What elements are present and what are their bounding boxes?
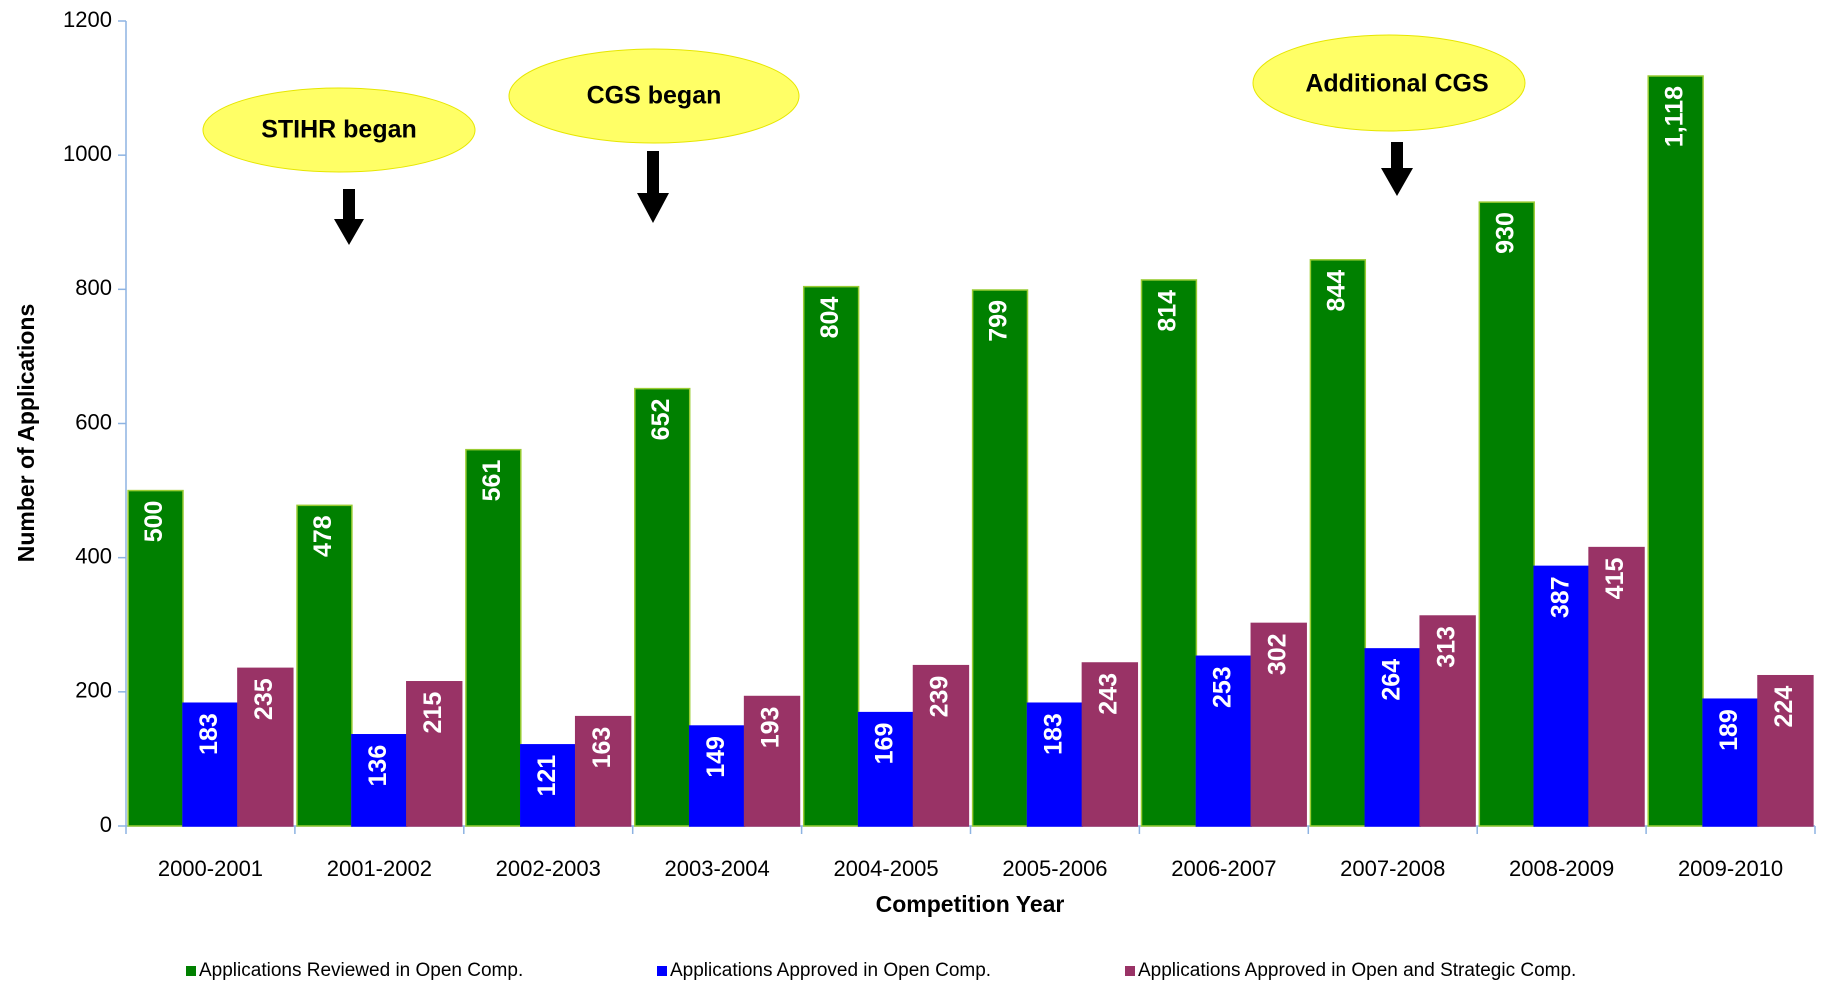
value-label: 561 [478, 460, 506, 502]
annotation-arrow [1381, 142, 1413, 196]
value-label: 215 [419, 692, 447, 734]
bar [351, 734, 408, 827]
value-label: 149 [702, 736, 730, 778]
bar [857, 711, 915, 827]
y-tick-label: 600 [75, 409, 112, 434]
bar [1250, 622, 1307, 827]
value-label: 930 [1491, 212, 1519, 254]
x-tick-label: 2009-2010 [1678, 856, 1783, 881]
bar [237, 667, 294, 827]
bar [1588, 546, 1645, 827]
value-label: 224 [1770, 686, 1798, 728]
bar [743, 695, 801, 827]
bar [1419, 615, 1476, 827]
value-label: 193 [757, 707, 785, 749]
value-label: 136 [364, 745, 392, 787]
value-label: 189 [1715, 709, 1743, 751]
legend-marker [657, 966, 667, 976]
legend-marker [1125, 966, 1135, 976]
bar [1647, 75, 1704, 827]
bar [1026, 702, 1084, 827]
value-label: 235 [250, 678, 278, 720]
value-label: 183 [195, 713, 223, 755]
value-label: 253 [1208, 666, 1236, 708]
value-label: 814 [1154, 290, 1182, 332]
y-tick-label: 800 [75, 275, 112, 300]
value-label: 387 [1546, 576, 1574, 618]
y-tick-label: 400 [75, 543, 112, 568]
annotations: STIHR began CGS began Additional CGS [202, 34, 1526, 245]
bar [634, 387, 691, 827]
bar [1195, 655, 1253, 827]
bar [912, 664, 970, 827]
x-tick-label: 2000-2001 [158, 856, 263, 881]
bar [971, 289, 1029, 827]
legend-label: Applications Approved in Open and Strate… [1138, 960, 1576, 981]
value-label: 415 [1601, 558, 1629, 600]
bar [520, 744, 577, 827]
value-label: 239 [926, 676, 954, 718]
value-label: 500 [140, 501, 168, 543]
value-label: 799 [985, 300, 1013, 342]
annotation: Additional CGS [1305, 70, 1488, 98]
annotation-arrow [334, 189, 364, 245]
x-axis-title: Competition Year [876, 891, 1065, 917]
x-tick-label: 2003-2004 [665, 856, 770, 881]
y-axis-title: Number of Applications [13, 304, 39, 563]
x-tick-label: 2008-2009 [1509, 856, 1614, 881]
bar [1757, 674, 1814, 827]
bar [1364, 648, 1421, 827]
bar [406, 681, 463, 827]
y-tick-label: 1200 [63, 7, 112, 32]
y-tick-label: 200 [75, 678, 112, 703]
legend-marker [186, 966, 196, 976]
legend-label: Applications Approved in Open Comp. [670, 960, 991, 981]
value-label: 243 [1094, 673, 1122, 715]
bar [465, 448, 522, 827]
bar [1140, 279, 1198, 827]
bar [1533, 565, 1590, 827]
value-label: 183 [1040, 713, 1068, 755]
x-tick-label: 2001-2002 [327, 856, 432, 881]
annotation-bubble [1252, 34, 1526, 132]
value-label: 804 [816, 297, 844, 339]
bar [127, 489, 184, 827]
annotation: CGS began [587, 82, 722, 110]
x-tick-label: 2007-2008 [1340, 856, 1445, 881]
value-label: 264 [1377, 659, 1405, 701]
bar [802, 285, 860, 827]
annotation-bubble [508, 48, 800, 144]
bar [1309, 259, 1367, 827]
x-tick-label: 2005-2006 [1002, 856, 1107, 881]
annotation-bubble [202, 87, 476, 173]
value-label: 652 [647, 399, 675, 441]
value-label: 478 [309, 515, 337, 557]
annotation-arrow [637, 151, 669, 223]
y-tick-label: 0 [100, 812, 112, 837]
bar [574, 715, 632, 827]
x-tick-label: 2004-2005 [833, 856, 938, 881]
annotation: STIHR began [261, 116, 417, 144]
x-tick-label: 2006-2007 [1171, 856, 1276, 881]
bar [1478, 201, 1535, 827]
value-label: 1,118 [1660, 86, 1688, 147]
value-label: 844 [1322, 270, 1350, 312]
x-tick-label: 2002-2003 [496, 856, 601, 881]
bar [182, 702, 239, 827]
y-tick-label: 1000 [63, 141, 112, 166]
value-label: 302 [1263, 633, 1291, 675]
value-label: 313 [1432, 626, 1460, 668]
bar [1081, 662, 1139, 827]
value-label: 121 [533, 755, 561, 797]
value-label: 169 [871, 723, 899, 765]
bar [688, 725, 746, 827]
bar [296, 504, 353, 827]
value-label: 163 [588, 727, 616, 769]
legend-label: Applications Reviewed in Open Comp. [199, 960, 523, 981]
